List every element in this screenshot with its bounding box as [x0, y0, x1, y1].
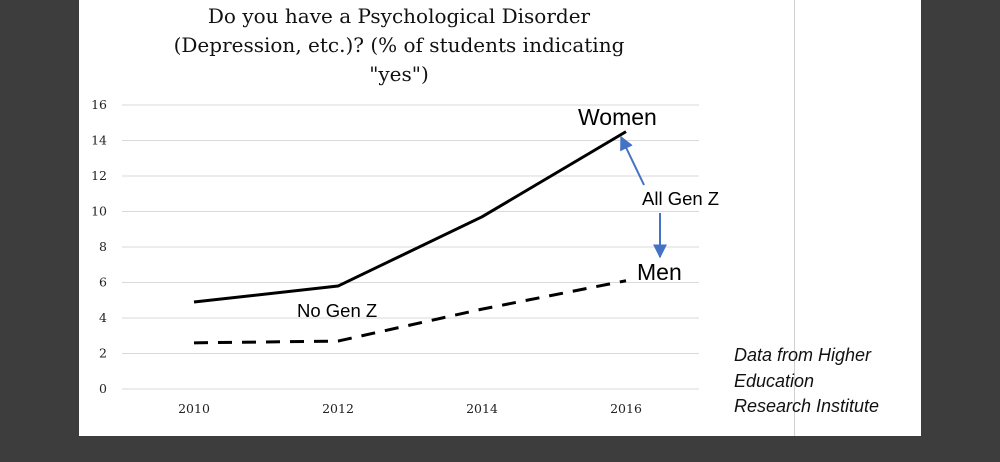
- y-tick-label: 10: [91, 204, 107, 219]
- chart-title-line-2: (Depression, etc.)? (% of students indic…: [174, 33, 625, 57]
- line-chart: Do you have a Psychological Disorder (De…: [91, 4, 719, 416]
- source-line-3: Research Institute: [734, 396, 880, 416]
- data-source-note: Data from Higher Education Research Inst…: [734, 343, 879, 420]
- panel-divider: [794, 0, 795, 436]
- chart-title: Do you have a Psychological Disorder (De…: [174, 4, 625, 86]
- source-line-1: Data from Higher: [734, 345, 872, 365]
- series-line-men: [193, 279, 627, 345]
- x-tick-label: 2012: [322, 401, 354, 416]
- y-tick-label: 8: [99, 239, 107, 254]
- y-axis-ticks: 0 2 4 6 8 10 12 14 16: [91, 97, 107, 396]
- all-gen-z-label: All Gen Z: [642, 188, 719, 209]
- arrow-to-women: [620, 135, 645, 186]
- y-tick-label: 2: [99, 346, 107, 361]
- y-tick-label: 0: [99, 381, 107, 396]
- chart-title-line-1: Do you have a Psychological Disorder: [208, 4, 591, 28]
- women-series-label: Women: [578, 104, 657, 130]
- x-tick-label: 2010: [178, 401, 210, 416]
- y-tick-label: 16: [91, 97, 107, 112]
- y-tick-label: 6: [99, 275, 107, 290]
- annotations: Women Men All Gen Z No Gen Z: [297, 104, 719, 321]
- x-axis-ticks: 2010 2012 2014 2016: [178, 401, 642, 416]
- x-tick-label: 2014: [466, 401, 498, 416]
- men-series-label: Men: [637, 259, 682, 285]
- y-tick-label: 14: [91, 133, 107, 148]
- chart-title-line-3: "yes"): [369, 62, 429, 86]
- y-tick-label: 4: [99, 310, 107, 325]
- no-gen-z-label: No Gen Z: [297, 300, 377, 321]
- source-line-2: Education: [734, 370, 815, 391]
- series-line-women: [193, 130, 627, 304]
- x-tick-label: 2016: [610, 401, 642, 416]
- y-tick-label: 12: [91, 168, 107, 183]
- series-lines: [193, 130, 627, 345]
- slide: Do you have a Psychological Disorder (De…: [79, 0, 921, 436]
- gridlines: [122, 104, 699, 390]
